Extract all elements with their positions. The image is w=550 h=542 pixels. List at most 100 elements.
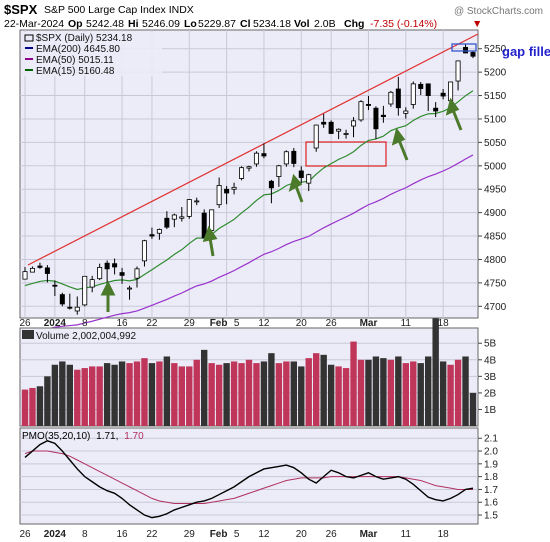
gap-filled-annotation: gap filled <box>502 44 550 59</box>
open-label: Op <box>68 18 83 30</box>
candle <box>127 285 133 300</box>
candle-body <box>179 216 185 219</box>
candle-body <box>276 165 282 177</box>
candle <box>433 102 439 118</box>
candle-body <box>216 185 222 206</box>
candle-body <box>291 150 297 164</box>
arrow-icon <box>202 225 218 257</box>
candle <box>74 296 80 315</box>
candle-body <box>231 186 237 190</box>
candle <box>283 150 289 167</box>
volume-bar <box>133 361 141 426</box>
y-tick-label: 4850 <box>484 232 507 243</box>
candle <box>156 228 162 240</box>
low-label: Lo <box>184 18 197 30</box>
candle-body <box>425 83 431 96</box>
volume-bar <box>118 361 126 426</box>
y-tick-label: 4B <box>484 355 497 366</box>
volume-bar <box>44 376 51 426</box>
candle-legend-icon <box>24 34 34 42</box>
candle <box>373 106 379 140</box>
x-tick-label: Feb <box>210 529 228 540</box>
volume-bar <box>439 361 447 426</box>
candle <box>224 185 230 205</box>
x-tick-label: 16 <box>117 318 129 329</box>
legend-volume: Volume 2,002,004,992 <box>36 331 137 342</box>
volume-bar <box>327 364 335 426</box>
candle <box>253 151 259 167</box>
x-tick-label: 2024 <box>44 529 67 540</box>
x-tick-label: 2024 <box>44 318 67 329</box>
candle-body <box>433 107 439 112</box>
volume-bar <box>402 363 409 426</box>
candle <box>358 100 364 122</box>
pmo-y-axis: 2.1 2.01.9 1.8 1.7 1.6 1.5 <box>478 434 498 522</box>
candle-body <box>209 209 215 231</box>
volume-bar <box>313 353 320 426</box>
x-tick-label: 5 <box>234 318 240 329</box>
x-tick-label: 18 <box>438 318 450 329</box>
candle-body <box>164 217 170 228</box>
candle-body <box>239 167 245 179</box>
high-label: Hi <box>128 18 139 30</box>
volume-bar <box>21 389 29 426</box>
volume-bar <box>245 359 253 426</box>
candle <box>37 262 43 269</box>
volume-y-axis: 5B 4B 3B 2B 1B <box>478 339 497 416</box>
candle <box>59 292 65 307</box>
candle-body <box>261 153 267 157</box>
y-tick-label: 1.8 <box>484 472 498 483</box>
x-tick-label: 20 <box>296 529 308 540</box>
candle-body <box>328 121 334 134</box>
candle <box>276 164 282 187</box>
volume-bar <box>387 359 395 426</box>
volume-bar <box>148 363 156 426</box>
x-tick-label: 26 <box>19 529 31 540</box>
candle <box>455 60 461 91</box>
volume-bar <box>335 366 342 426</box>
candle <box>82 275 88 307</box>
x-tick-label: 5 <box>234 529 240 540</box>
volume-bar <box>454 359 462 426</box>
x-tick-label: 20 <box>296 318 308 329</box>
candle-body <box>455 60 461 82</box>
candle-body <box>268 180 274 189</box>
candle <box>134 266 140 288</box>
candle <box>306 173 312 192</box>
y-tick-label: 5000 <box>484 161 507 172</box>
candle <box>141 239 147 267</box>
low-value: 5229.87 <box>198 18 236 30</box>
candle-body <box>321 121 327 125</box>
candle <box>44 265 50 283</box>
candle <box>343 129 349 139</box>
volume-bar <box>208 363 215 426</box>
x-tick-label: 18 <box>438 529 450 540</box>
volume-bar <box>186 366 193 426</box>
volume-bar <box>215 364 223 426</box>
candle-body <box>418 83 424 89</box>
y-tick-label: 1.7 <box>484 485 498 496</box>
y-tick-label: 5250 <box>484 44 507 55</box>
arrow-icon <box>288 173 304 203</box>
x-tick-label: 16 <box>117 529 129 540</box>
candle-body <box>127 287 133 290</box>
x-tick-label: Feb <box>210 318 228 329</box>
candle <box>463 43 469 54</box>
volume-bar <box>290 361 297 426</box>
candle <box>186 199 192 219</box>
x-tick-label: Mar <box>360 529 378 540</box>
candle <box>89 275 95 293</box>
volume-bar <box>253 363 260 426</box>
pmo-line <box>24 440 474 519</box>
candle-body <box>194 200 200 203</box>
date-label: 22-Mar-2024 <box>4 18 64 30</box>
volume-bar <box>372 356 380 426</box>
volume-bar <box>320 354 327 426</box>
legend-spx: $SPX (Daily) 5234.18 <box>36 33 133 44</box>
candle <box>410 81 416 109</box>
volume-bar <box>96 366 103 426</box>
candle-body <box>246 166 252 169</box>
candle <box>351 117 357 138</box>
support-arrows <box>100 97 463 312</box>
